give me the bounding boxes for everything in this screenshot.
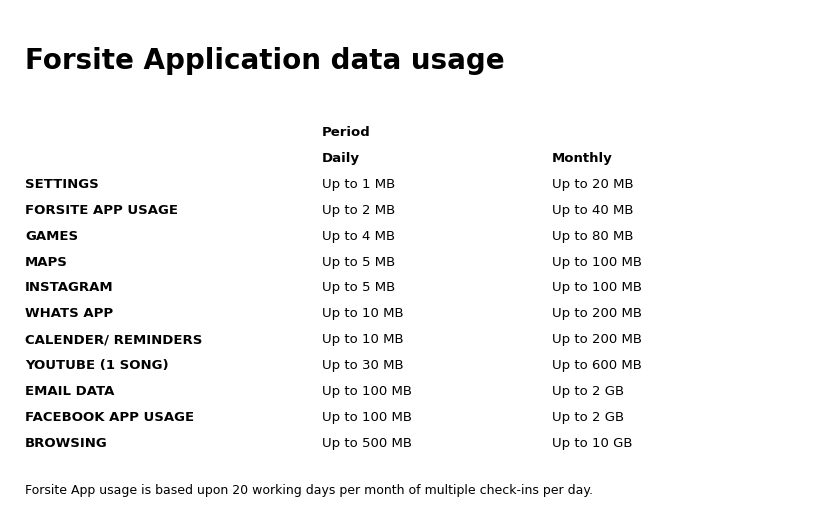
Text: Up to 100 MB: Up to 100 MB bbox=[552, 256, 642, 269]
Text: Up to 4 MB: Up to 4 MB bbox=[322, 230, 395, 242]
Text: Up to 100 MB: Up to 100 MB bbox=[322, 385, 412, 398]
Text: Up to 200 MB: Up to 200 MB bbox=[552, 333, 642, 346]
Text: MAPS: MAPS bbox=[25, 256, 68, 269]
Text: Up to 100 MB: Up to 100 MB bbox=[552, 281, 642, 295]
Text: Period: Period bbox=[322, 126, 370, 139]
Text: Up to 2 MB: Up to 2 MB bbox=[322, 204, 395, 217]
Text: Up to 5 MB: Up to 5 MB bbox=[322, 281, 395, 295]
Text: Up to 2 GB: Up to 2 GB bbox=[552, 385, 624, 398]
Text: Up to 30 MB: Up to 30 MB bbox=[322, 359, 404, 372]
Text: SETTINGS: SETTINGS bbox=[25, 178, 99, 191]
Text: INSTAGRAM: INSTAGRAM bbox=[25, 281, 114, 295]
Text: Up to 100 MB: Up to 100 MB bbox=[322, 411, 412, 424]
Text: FORSITE APP USAGE: FORSITE APP USAGE bbox=[25, 204, 178, 217]
Text: Up to 600 MB: Up to 600 MB bbox=[552, 359, 642, 372]
Text: Up to 2 GB: Up to 2 GB bbox=[552, 411, 624, 424]
Text: Up to 80 MB: Up to 80 MB bbox=[552, 230, 633, 242]
Text: FACEBOOK APP USAGE: FACEBOOK APP USAGE bbox=[25, 411, 194, 424]
Text: BROWSING: BROWSING bbox=[25, 437, 108, 450]
Text: Forsite App usage is based upon 20 working days per month of multiple check-ins : Forsite App usage is based upon 20 worki… bbox=[25, 484, 593, 497]
Text: Up to 10 GB: Up to 10 GB bbox=[552, 437, 632, 450]
Text: Forsite Application data usage: Forsite Application data usage bbox=[25, 47, 505, 75]
Text: Up to 10 MB: Up to 10 MB bbox=[322, 333, 404, 346]
Text: Up to 5 MB: Up to 5 MB bbox=[322, 256, 395, 269]
Text: GAMES: GAMES bbox=[25, 230, 79, 242]
Text: Up to 200 MB: Up to 200 MB bbox=[552, 307, 642, 320]
Text: WHATS APP: WHATS APP bbox=[25, 307, 113, 320]
Text: Up to 20 MB: Up to 20 MB bbox=[552, 178, 634, 191]
Text: Monthly: Monthly bbox=[552, 152, 613, 165]
Text: Daily: Daily bbox=[322, 152, 359, 165]
Text: EMAIL DATA: EMAIL DATA bbox=[25, 385, 115, 398]
Text: Up to 40 MB: Up to 40 MB bbox=[552, 204, 633, 217]
Text: Up to 500 MB: Up to 500 MB bbox=[322, 437, 412, 450]
Text: Up to 1 MB: Up to 1 MB bbox=[322, 178, 395, 191]
Text: Up to 10 MB: Up to 10 MB bbox=[322, 307, 404, 320]
Text: CALENDER/ REMINDERS: CALENDER/ REMINDERS bbox=[25, 333, 202, 346]
Text: YOUTUBE (1 SONG): YOUTUBE (1 SONG) bbox=[25, 359, 169, 372]
